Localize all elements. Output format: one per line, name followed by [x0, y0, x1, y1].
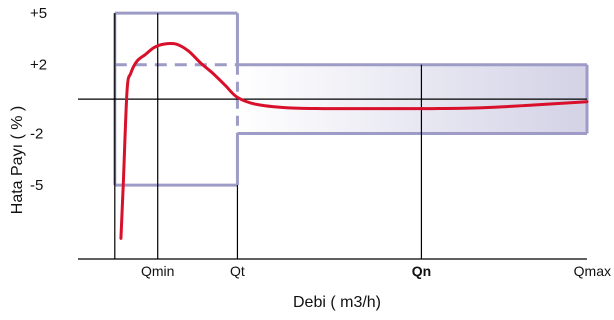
y-tick-label: -5	[30, 177, 43, 194]
error-curve-series-0	[119, 41, 589, 240]
y-axis-label: Hata Payı ( % )	[9, 106, 26, 214]
y-tick-label: +2	[30, 57, 47, 74]
x-axis-label: Debi ( m3/h)	[293, 294, 381, 311]
y-tick-label: +5	[30, 5, 47, 22]
x-tick-label-qmax: Qmax	[574, 263, 611, 279]
x-tick-label-qmin: Qmin	[141, 263, 174, 279]
y-tick-label: -2	[30, 126, 43, 143]
x-tick-label-qt: Qt	[230, 263, 245, 279]
x-tick-label-qn: Qn	[412, 263, 431, 279]
